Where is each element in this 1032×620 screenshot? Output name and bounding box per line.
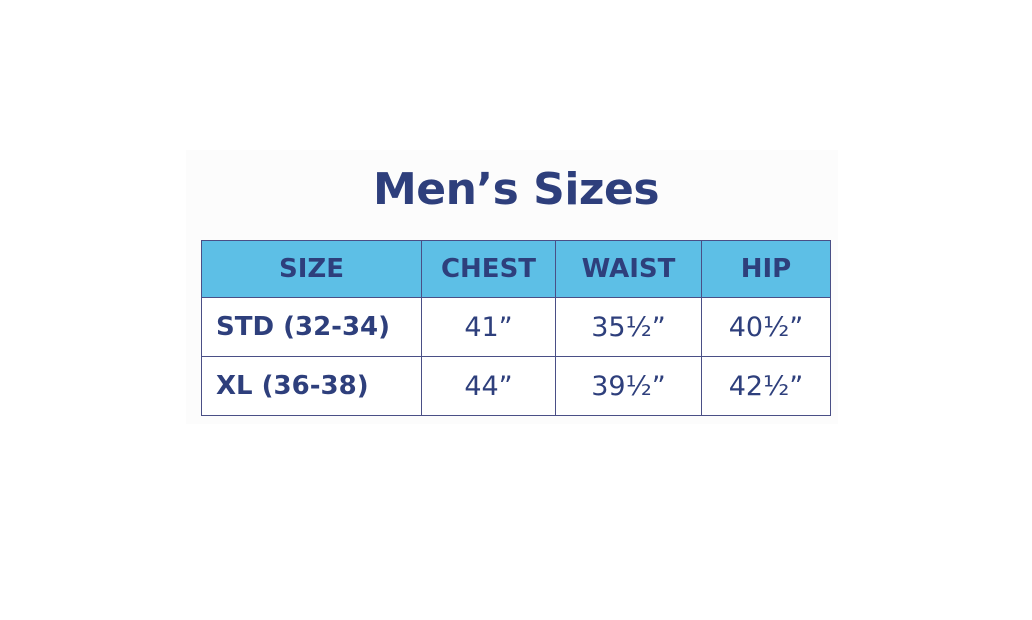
header-chest: CHEST bbox=[421, 240, 556, 298]
size-cell: STD (32-34) bbox=[201, 297, 422, 357]
chart-title: Men’s Sizes bbox=[372, 164, 660, 215]
header-waist: WAIST bbox=[555, 240, 702, 298]
waist-cell: 35½” bbox=[555, 297, 702, 357]
header-hip: HIP bbox=[701, 240, 831, 298]
hip-cell: 40½” bbox=[701, 297, 831, 357]
chest-cell: 44” bbox=[421, 356, 556, 416]
table-row: STD (32-34) 41” 35½” 40½” bbox=[201, 297, 831, 357]
size-cell: XL (36-38) bbox=[201, 356, 422, 416]
table-row: XL (36-38) 44” 39½” 42½” bbox=[201, 356, 831, 416]
header-size: SIZE bbox=[201, 240, 422, 298]
waist-cell: 39½” bbox=[555, 356, 702, 416]
chest-cell: 41” bbox=[421, 297, 556, 357]
table-header-row: SIZE CHEST WAIST HIP bbox=[201, 240, 831, 298]
size-table: SIZE CHEST WAIST HIP STD (32-34) 41” 35½… bbox=[201, 240, 831, 416]
hip-cell: 42½” bbox=[701, 356, 831, 416]
